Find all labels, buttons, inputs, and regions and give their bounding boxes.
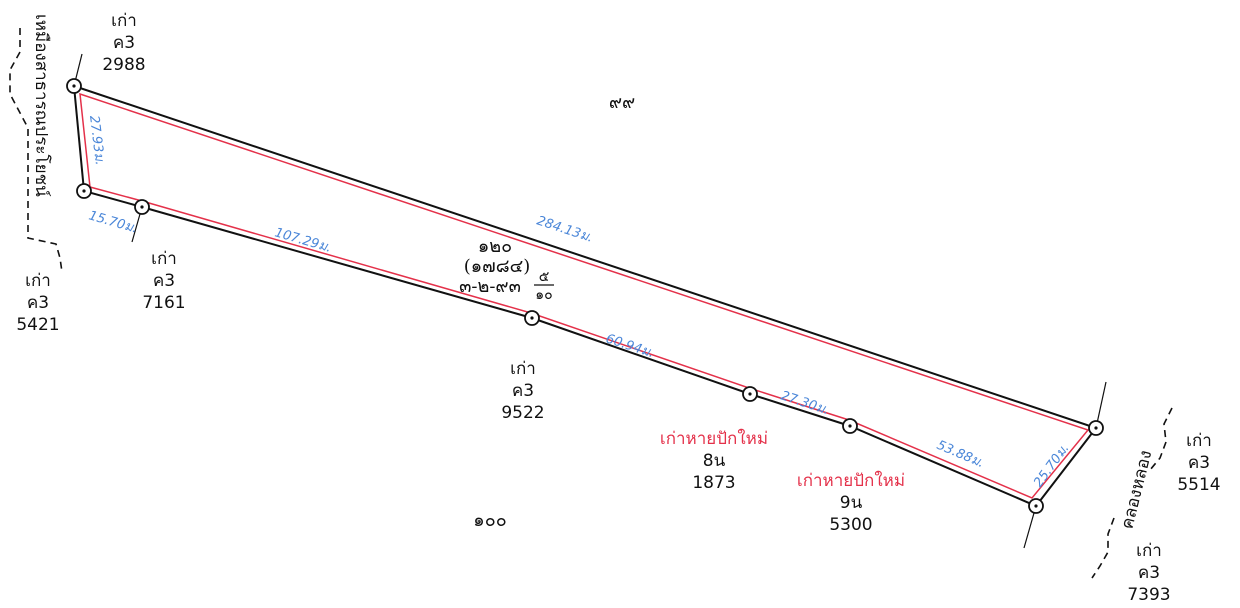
neighbor-south: ๑๐๐ [473, 510, 506, 531]
svg-text:ค3: ค3 [1188, 453, 1210, 473]
svg-text:7161: 7161 [142, 293, 185, 313]
parcel-number: ๑๒๐ [478, 236, 512, 257]
marker-label-5300: เก่าหายปักใหม่ 9น 5300 [797, 470, 905, 535]
svg-text:8น: 8น [703, 451, 726, 471]
parcel-area-fraction-den: ๑๐ [535, 287, 552, 303]
svg-text:เก่า: เก่า [111, 11, 137, 31]
dimension-label: 107.29ม. [273, 225, 333, 255]
marker-dots [72, 84, 1098, 508]
svg-text:ค3: ค3 [1138, 563, 1160, 583]
svg-text:9522: 9522 [501, 403, 544, 423]
neighbor-north: ๙๙ [609, 92, 635, 113]
public-way-boundary [9, 28, 63, 273]
svg-text:5300: 5300 [829, 515, 872, 535]
parcel-sub-number: (๑๗๘๔) [464, 256, 531, 277]
marker-label-7393: เก่า ค3 7393 [1127, 541, 1170, 605]
svg-text:5514: 5514 [1177, 475, 1220, 495]
dimension-label: 60.94ม. [604, 332, 656, 362]
marker-label-5514: เก่า ค3 5514 [1177, 431, 1220, 495]
dimension-label: 27.93ม. [86, 115, 107, 166]
svg-text:ค3: ค3 [153, 271, 175, 291]
public-way-label: เหมืองสาธารณประโยชน์ [31, 14, 52, 197]
marker-label-5421: เก่า ค3 5421 [16, 271, 59, 335]
parcel-area: ๓-๒-๙๓ [459, 276, 521, 297]
svg-text:เก่า: เก่า [1186, 431, 1212, 451]
svg-text:ค3: ค3 [512, 381, 534, 401]
svg-text:ค3: ค3 [113, 33, 135, 53]
marker-label-7161: เก่า ค3 7161 [142, 249, 185, 313]
svg-text:2988: 2988 [102, 55, 145, 75]
svg-text:เก่า: เก่า [510, 359, 536, 379]
marker-label-1873: เก่าหายปักใหม่ 8น 1873 [660, 428, 768, 493]
svg-text:เก่าหายปักใหม่: เก่าหายปักใหม่ [660, 428, 768, 449]
boundary-markers [66, 78, 1104, 514]
dimension-label: 15.70ม. [87, 208, 139, 236]
svg-text:ค3: ค3 [27, 293, 49, 313]
svg-text:1873: 1873 [692, 473, 735, 493]
marker-label-9522: เก่า ค3 9522 [501, 359, 544, 423]
svg-text:9น: 9น [840, 493, 863, 513]
parcel-outline [79, 92, 1090, 499]
parcel-area-fraction-num: ๕ [539, 269, 550, 285]
svg-text:5421: 5421 [16, 315, 59, 335]
svg-text:7393: 7393 [1127, 585, 1170, 605]
svg-text:เก่า: เก่า [151, 249, 177, 269]
canal-boundary-lower [1091, 517, 1115, 579]
svg-text:เก่า: เก่า [1136, 541, 1162, 561]
svg-text:เก่าหายปักใหม่: เก่าหายปักใหม่ [797, 470, 905, 491]
marker-label-2988: เก่า ค3 2988 [102, 11, 145, 75]
dimension-label: 27.30ม. [779, 389, 831, 419]
canal-label: คลองหลอง [1117, 448, 1156, 531]
dimension-label: 284.13ม. [535, 214, 595, 246]
svg-text:เก่า: เก่า [25, 271, 51, 291]
